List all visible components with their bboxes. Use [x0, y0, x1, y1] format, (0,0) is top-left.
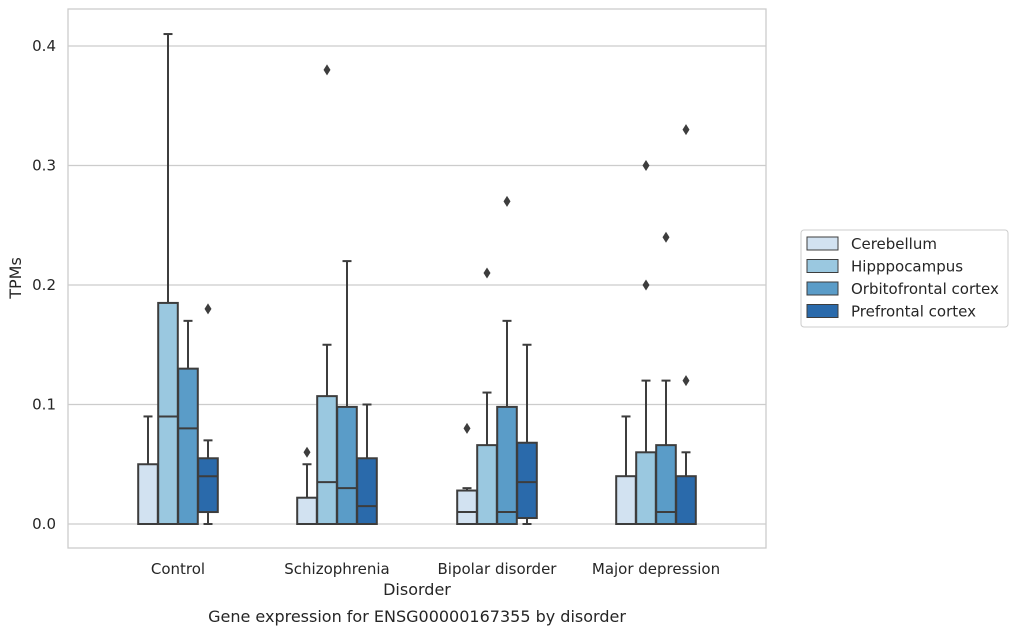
- series-orbitofrontal-cortex: [177, 195, 677, 526]
- legend-swatch: [806, 304, 839, 318]
- x-tick-label: Control: [151, 560, 205, 578]
- y-tick-label: 0.2: [32, 276, 56, 294]
- outlier-point: [463, 422, 471, 434]
- box-body: [336, 405, 358, 526]
- series-hipppocampus: [157, 33, 657, 526]
- outlier-point: [503, 195, 511, 207]
- box: [356, 403, 378, 525]
- box: [516, 343, 538, 525]
- outlier-point: [642, 279, 650, 291]
- legend-swatch: [806, 259, 839, 273]
- y-tick-label: 0.4: [32, 37, 56, 55]
- legend-label: Cerebellum: [851, 235, 937, 253]
- box-series: [137, 33, 697, 526]
- x-axis-ticks: Control Schizophrenia Bipolar disorder Majo…: [151, 560, 720, 578]
- box: [137, 415, 159, 525]
- outlier-point: [303, 446, 311, 458]
- x-axis-label: Disorder: [383, 580, 451, 599]
- box-body: [615, 475, 637, 526]
- chart-title: Gene expression for ENSG00000167355 by d…: [208, 607, 626, 626]
- box: [675, 124, 697, 526]
- legend-frame: [800, 229, 1009, 328]
- box: [296, 446, 318, 525]
- box-body: [496, 405, 518, 526]
- box: [197, 303, 219, 525]
- box: [157, 33, 179, 525]
- box-body: [316, 395, 338, 526]
- series-cerebellum: [137, 415, 637, 526]
- box-body: [197, 457, 219, 514]
- outlier-point: [323, 64, 331, 76]
- legend: Cerebellum Hipppocampus Orbitofrontal cort…: [800, 229, 1009, 328]
- box-body: [516, 441, 538, 520]
- box: [177, 319, 199, 525]
- outlier-point: [662, 231, 670, 243]
- y-tick-label: 0.0: [32, 515, 56, 533]
- series-prefrontal-cortex: [197, 124, 697, 526]
- box: [336, 260, 358, 526]
- box: [316, 64, 338, 526]
- box-body: [476, 444, 498, 526]
- plot-area-frame: [67, 8, 767, 549]
- outlier-point: [483, 267, 491, 279]
- box-body: [157, 301, 179, 525]
- box-body: [356, 457, 378, 525]
- x-tick-label: Bipolar disorder: [438, 560, 558, 578]
- box-body: [456, 489, 478, 526]
- box-body: [177, 367, 199, 525]
- box-body: [137, 463, 159, 525]
- box: [456, 422, 478, 526]
- y-tick-label: 0.3: [32, 157, 56, 175]
- x-tick-label: Schizophrenia: [284, 560, 389, 578]
- legend-swatch: [806, 281, 839, 296]
- legend-label: Prefrontal cortex: [851, 303, 976, 321]
- outlier-point: [642, 160, 650, 171]
- legend-label: Hipppocampus: [851, 258, 963, 276]
- y-axis-label: TPMs: [6, 257, 25, 300]
- outlier-point: [682, 124, 690, 136]
- box: [615, 415, 637, 526]
- legend-label: Orbitofrontal cortex: [851, 280, 999, 298]
- box: [476, 267, 498, 526]
- outlier-point: [682, 375, 690, 387]
- y-axis-ticks: 0.0 0.1 0.2 0.3 0.4: [32, 37, 56, 533]
- y-tick-label: 0.1: [32, 396, 56, 414]
- box-body: [635, 451, 657, 525]
- box-body: [296, 496, 318, 525]
- legend-swatch: [806, 236, 839, 251]
- box: [496, 195, 518, 526]
- box-body: [675, 475, 697, 526]
- outlier-point: [204, 303, 212, 315]
- box: [655, 231, 677, 526]
- box: [635, 160, 657, 525]
- x-tick-label: Major depression: [592, 560, 720, 578]
